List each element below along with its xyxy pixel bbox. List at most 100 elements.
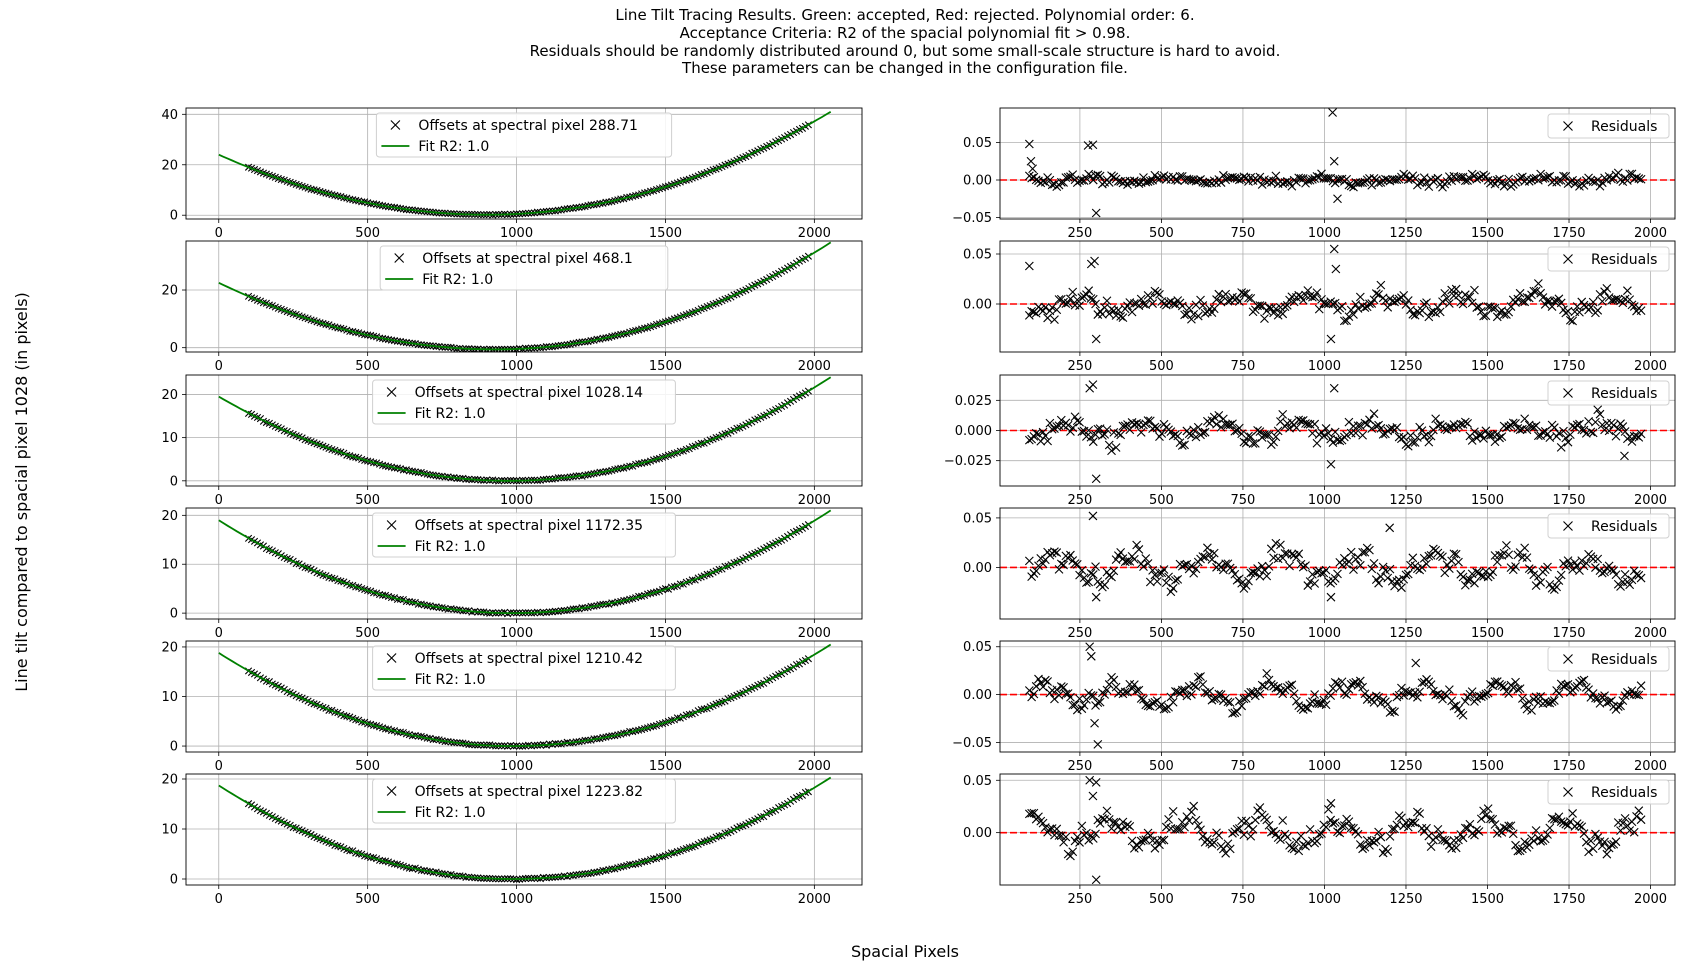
residual-marker (1276, 835, 1285, 844)
residual-marker (1312, 438, 1322, 448)
residual-marker (1152, 423, 1162, 433)
residual-marker (1223, 559, 1233, 569)
residual-marker (1536, 288, 1546, 298)
residual-marker (1492, 429, 1502, 439)
residual-marker (1492, 557, 1502, 567)
residual-marker (1303, 581, 1313, 590)
residual-markers (1024, 108, 1646, 218)
residual-marker (1241, 438, 1251, 448)
axes-frame (999, 107, 1676, 220)
residual-marker (1184, 816, 1194, 826)
residual-marker (1627, 169, 1637, 179)
residual-marker (1088, 570, 1098, 579)
x-tick-label: 1000 (1308, 493, 1341, 508)
residual-marker (1113, 176, 1123, 186)
legend-label-residuals: Residuals (1591, 252, 1657, 268)
residual-marker (1278, 410, 1288, 419)
plot-area (1000, 380, 1675, 484)
residual-marker (1177, 441, 1187, 450)
residual-marker (1565, 430, 1575, 439)
residual-marker (1262, 815, 1272, 825)
legend: Offsets at spectral pixel 1223.82 Fit R2:… (372, 778, 676, 824)
legend-marker-icon (1563, 254, 1573, 264)
x-tick-label: 2000 (1634, 626, 1667, 641)
residual-marker (1200, 427, 1210, 437)
residual-marker (1426, 431, 1436, 441)
residual-marker (1627, 817, 1637, 827)
residual-marker (1604, 426, 1614, 436)
residual-marker (1575, 307, 1584, 317)
residual-marker (1492, 175, 1502, 185)
residual-marker (1406, 431, 1415, 440)
plot-area (218, 376, 832, 485)
residual-marker (1027, 306, 1037, 316)
legend: Offsets at spectral pixel 1172.35 Fit R2:… (372, 512, 676, 558)
residual-marker (1559, 681, 1568, 691)
residual-marker (1157, 835, 1167, 845)
residual-marker (1232, 707, 1242, 716)
residual-marker (1038, 818, 1048, 828)
residual-marker (1209, 304, 1219, 314)
residual-marker (1524, 697, 1534, 707)
x-tick-label: 1500 (1471, 493, 1504, 508)
residual-marker (1636, 681, 1646, 691)
residual-marker (1367, 424, 1377, 433)
axes-frame (185, 240, 863, 353)
residual-marker (1301, 561, 1310, 571)
residual-marker (1061, 689, 1071, 699)
x-tick-label: 2000 (798, 626, 831, 641)
residual-marker (1470, 830, 1479, 840)
x-tick-label: 1750 (1552, 626, 1585, 641)
residual-marker (1230, 173, 1240, 183)
residual-marker (1116, 547, 1126, 557)
residual-outlier-marker (1024, 139, 1034, 149)
residual-marker (1342, 174, 1352, 184)
residual-marker (1292, 423, 1301, 433)
x-tick-label: 500 (355, 892, 380, 907)
legend-box (1547, 513, 1670, 539)
residual-marker (1043, 677, 1052, 686)
x-tick-label: 2000 (1634, 359, 1667, 374)
residual-marker (1529, 836, 1539, 846)
residual-marker (1271, 171, 1281, 181)
x-tick-label: 1250 (1389, 759, 1422, 774)
x-tick-label: 2000 (1634, 759, 1667, 774)
residual-marker (1383, 847, 1393, 856)
residual-marker (1625, 580, 1635, 590)
fit-line (218, 509, 832, 614)
residual-marker (1314, 304, 1324, 314)
residual-marker (1424, 437, 1434, 447)
residual-marker (1394, 294, 1404, 304)
residual-marker (1244, 576, 1253, 586)
residual-marker (1515, 173, 1525, 183)
residual-marker (1563, 679, 1573, 689)
residual-marker (1497, 681, 1507, 691)
axes-frame (999, 240, 1676, 353)
residual-marker (1616, 582, 1625, 591)
residual-marker (1344, 312, 1354, 322)
residual-marker (1040, 675, 1050, 685)
residual-marker (1447, 556, 1457, 566)
residual-marker (1323, 173, 1333, 183)
residual-marker (1533, 175, 1543, 185)
residual-marker (1205, 686, 1215, 696)
residual-marker (1104, 178, 1114, 187)
residual-marker (1374, 692, 1383, 702)
residual-marker (1333, 569, 1342, 579)
residual-marker (1369, 409, 1379, 419)
residual-marker (1508, 418, 1518, 428)
residual-marker (1045, 824, 1055, 834)
legend-marker-icon (386, 786, 397, 796)
residual-marker (1082, 828, 1091, 838)
residual-marker (1561, 433, 1571, 443)
residual-marker (1228, 565, 1237, 575)
residual-marker (1481, 311, 1491, 321)
residual-marker (1591, 417, 1600, 427)
residual-marker (1472, 303, 1482, 312)
residual-marker (1193, 821, 1203, 830)
legend-box (1547, 113, 1670, 139)
residual-marker (1168, 583, 1178, 593)
residual-marker (1565, 560, 1575, 570)
residual-marker (1355, 840, 1365, 849)
residual-marker (1422, 298, 1431, 307)
